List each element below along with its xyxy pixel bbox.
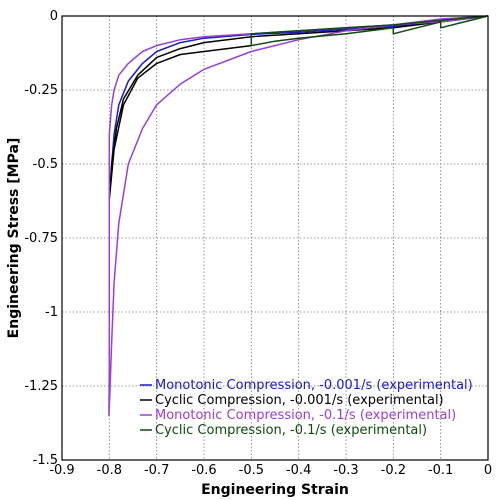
y-tick-label: -0.75 <box>24 231 58 246</box>
x-axis-title: Engineering Strain <box>201 482 349 498</box>
series-line-2 <box>108 15 489 201</box>
x-tick-labels: -0.9 -0.8 -0.7 -0.6 -0.5 -0.4 -0.3 -0.2 -0.1 0 <box>49 463 492 478</box>
legend-label-2: Cyclic Compression, -0.001/s (experiment… <box>155 393 444 408</box>
x-tick-label: 0 <box>484 463 492 478</box>
legend-label-4: Cyclic Compression, -0.1/s (experimental… <box>155 423 427 438</box>
x-tick-label: -0.3 <box>333 463 358 478</box>
y-tick-label: -1 <box>45 305 58 320</box>
x-tick-label: -0.1 <box>428 463 453 478</box>
y-tick-label: -1.25 <box>24 379 58 394</box>
x-tick-label: -0.4 <box>286 463 311 478</box>
x-tick-label: -0.5 <box>239 463 264 478</box>
y-tick-label: -0.5 <box>33 157 58 172</box>
y-tick-label: -0.25 <box>24 83 58 98</box>
y-tick-labels: 0 -0.25 -0.5 -0.75 -1 -1.25 -1.5 <box>24 9 58 468</box>
legend-label-1: Monotonic Compression, -0.001/s (experim… <box>155 378 473 393</box>
x-tick-label: -0.9 <box>49 463 74 478</box>
series-line-1 <box>110 15 489 182</box>
x-tick-label: -0.6 <box>191 463 216 478</box>
y-tick-label: 0 <box>50 9 58 24</box>
series-lines <box>108 15 489 417</box>
plot-frame <box>61 15 489 461</box>
series-line-4 <box>250 15 489 47</box>
y-axis-title: Engineering Stress [MPa] <box>6 138 22 339</box>
x-tick-label: -0.7 <box>144 463 169 478</box>
legend-label-3: Monotonic Compression, -0.1/s (experimen… <box>155 408 456 423</box>
x-tick-label: -0.2 <box>381 463 406 478</box>
legend: Monotonic Compression, -0.001/s (experim… <box>140 378 473 438</box>
x-tick-label: -0.8 <box>97 463 122 478</box>
y-tick-label: -1.5 <box>33 453 58 468</box>
